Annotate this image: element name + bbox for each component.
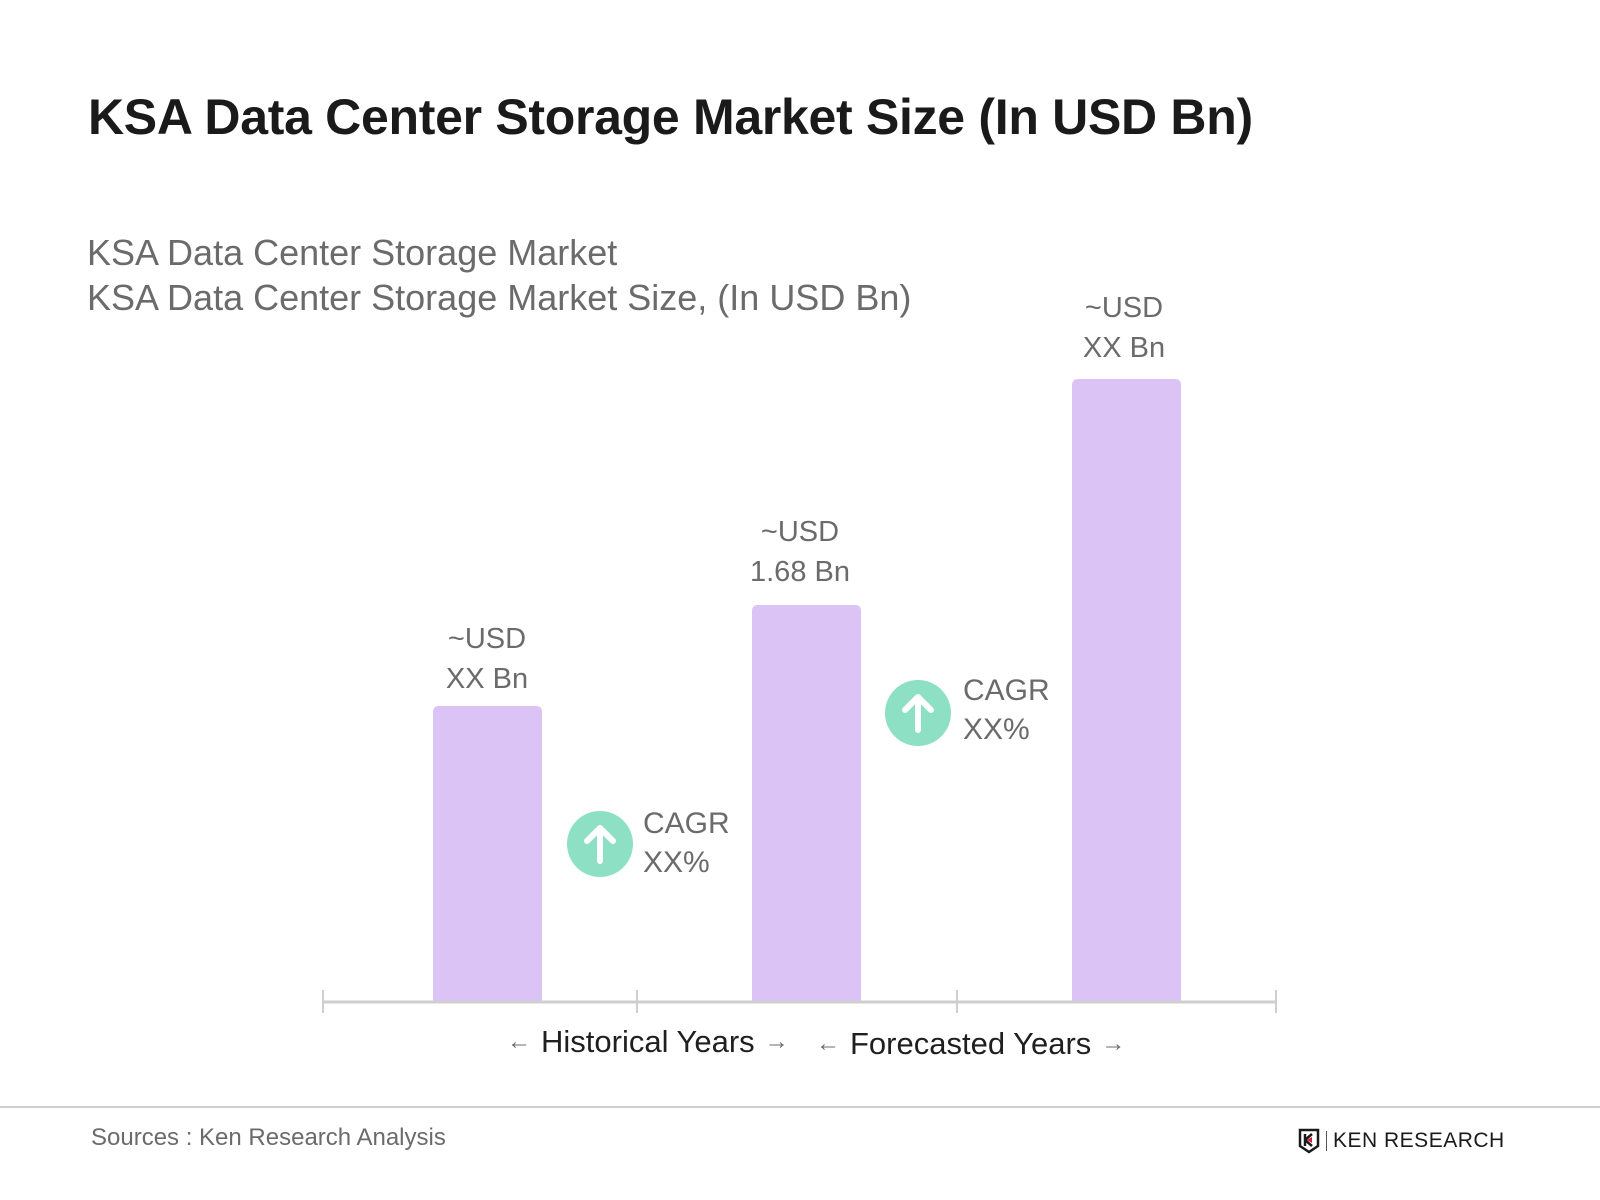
data-label-bar-2: ~USD 1.68 Bn [700, 512, 900, 592]
cagr-label: CAGR [963, 674, 1050, 707]
arrow-up-icon [584, 825, 616, 864]
bar-3 [1072, 379, 1181, 1002]
data-label-bar-1: ~USD XX Bn [387, 619, 587, 699]
cagr-annotation-1: CAGR XX% [643, 804, 730, 882]
period-label-text: Forecasted Years [850, 1026, 1092, 1061]
arrow-left-icon: ← [816, 1030, 840, 1057]
data-label-bar-3: ~USD XX Bn [1024, 288, 1224, 368]
period-label-forecasted: ← Forecasted Years → [816, 1026, 1125, 1062]
data-label-value: XX Bn [445, 663, 529, 695]
data-label-value: 1.68 Bn [750, 556, 850, 588]
arrow-left-icon: ← [507, 1028, 531, 1055]
chart-subtitle-line-2: KSA Data Center Storage Market Size, (In… [87, 277, 912, 318]
period-label-historical: ← Historical Years → [507, 1024, 789, 1060]
cagr-circle [885, 680, 951, 746]
cagr-circle [567, 811, 633, 877]
cagr-value: XX% [963, 713, 1030, 746]
data-label-line: ~USD [1084, 292, 1164, 324]
chart-subtitle-line-1: KSA Data Center Storage Market [87, 232, 618, 273]
bar-2 [752, 605, 861, 1002]
data-label-line: ~USD [760, 516, 840, 548]
data-label-value: XX Bn [1082, 332, 1166, 364]
arrow-right-icon: → [1101, 1030, 1126, 1057]
arrow-up-icon [902, 694, 934, 733]
ken-research-shield-icon [1298, 1128, 1320, 1154]
chart-title: KSA Data Center Storage Market Size (In … [88, 89, 1253, 145]
logo-text: KEN RESEARCH [1333, 1129, 1505, 1152]
logo-separator [1326, 1131, 1327, 1151]
ken-research-logo: KEN RESEARCH [1298, 1128, 1505, 1154]
footer-divider [0, 1106, 1600, 1108]
cagr-annotation-2: CAGR XX% [963, 671, 1050, 749]
cagr-value: XX% [643, 846, 710, 879]
period-label-text: Historical Years [541, 1024, 755, 1059]
sources-note: Sources : Ken Research Analysis [91, 1124, 446, 1151]
cagr-label: CAGR [643, 807, 730, 840]
arrow-right-icon: → [764, 1028, 789, 1055]
data-label-line: ~USD [447, 623, 527, 655]
bar-1 [433, 706, 542, 1002]
